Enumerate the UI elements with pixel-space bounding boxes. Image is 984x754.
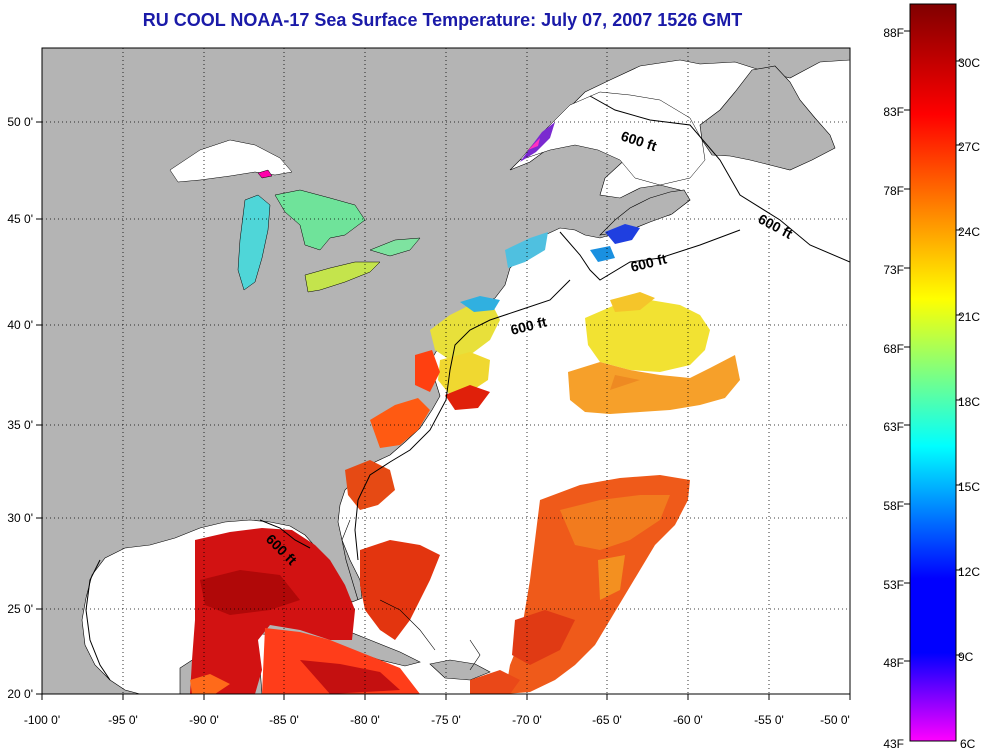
colorbar-c-label: 27C bbox=[958, 140, 980, 154]
colorbar-f-label: 53F bbox=[883, 578, 904, 592]
x-tick-label: -90 0' bbox=[189, 713, 219, 727]
x-tick-label: -55 0' bbox=[754, 713, 784, 727]
y-tick-label: 30 0' bbox=[7, 511, 33, 525]
colorbar-f-label: 68F bbox=[883, 342, 904, 356]
y-tick-label: 20 0' bbox=[7, 687, 33, 701]
colorbar-f-label: 43F bbox=[883, 737, 904, 751]
colorbar-c-label: 9C bbox=[958, 650, 974, 664]
y-tick-label: 45 0' bbox=[7, 212, 33, 226]
colorbar-c-label: 24C bbox=[958, 225, 980, 239]
y-tick-label: 40 0' bbox=[7, 318, 33, 332]
map-title: RU COOL NOAA-17 Sea Surface Temperature:… bbox=[142, 10, 743, 30]
y-tick-label: 50 0' bbox=[7, 115, 33, 129]
colorbar-c-label: 15C bbox=[958, 480, 980, 494]
colorbar-c-label: 21C bbox=[958, 310, 980, 324]
colorbar-c-label: 6C bbox=[960, 737, 976, 751]
land-hispaniola bbox=[429, 659, 491, 681]
sst-gulf-of-mexico bbox=[190, 528, 355, 694]
colorbar-f-label: 58F bbox=[883, 499, 904, 513]
colorbar-f-label: 83F bbox=[883, 105, 904, 119]
land-nova-scotia bbox=[599, 189, 691, 236]
colorbar-f-label: 63F bbox=[883, 420, 904, 434]
x-tick-label: -65 0' bbox=[592, 713, 622, 727]
x-tick-label: -75 0' bbox=[431, 713, 461, 727]
x-tick-label: -70 0' bbox=[512, 713, 542, 727]
colorbar-f-label: 78F bbox=[883, 184, 904, 198]
colorbar-c-label: 18C bbox=[958, 395, 980, 409]
sst-mid-atlantic bbox=[430, 300, 500, 360]
land-newfoundland bbox=[699, 65, 836, 171]
x-tick-label: -95 0' bbox=[108, 713, 138, 727]
colorbar-c-label: 12C bbox=[958, 565, 980, 579]
x-tick-label: -50 0' bbox=[820, 713, 850, 727]
x-tick-label: -100 0' bbox=[24, 713, 60, 727]
axis-ticks bbox=[36, 121, 851, 700]
y-tick-label: 35 0' bbox=[7, 418, 33, 432]
x-tick-label: -60 0' bbox=[673, 713, 703, 727]
graticule bbox=[42, 48, 850, 694]
y-tick-label: 25 0' bbox=[7, 602, 33, 616]
colorbar-ticks bbox=[904, 30, 962, 662]
colorbar-c-label: 30C bbox=[958, 56, 980, 70]
colorbar-f-label: 73F bbox=[883, 263, 904, 277]
x-tick-label: -85 0' bbox=[269, 713, 299, 727]
sst-bahamas bbox=[360, 540, 440, 640]
x-tick-label: -80 0' bbox=[350, 713, 380, 727]
colorbar bbox=[909, 3, 957, 742]
colorbar-f-label: 48F bbox=[883, 656, 904, 670]
coastline-details bbox=[341, 519, 481, 671]
sst-offshore-north bbox=[585, 300, 710, 372]
colorbar-f-label: 88F bbox=[883, 26, 904, 40]
